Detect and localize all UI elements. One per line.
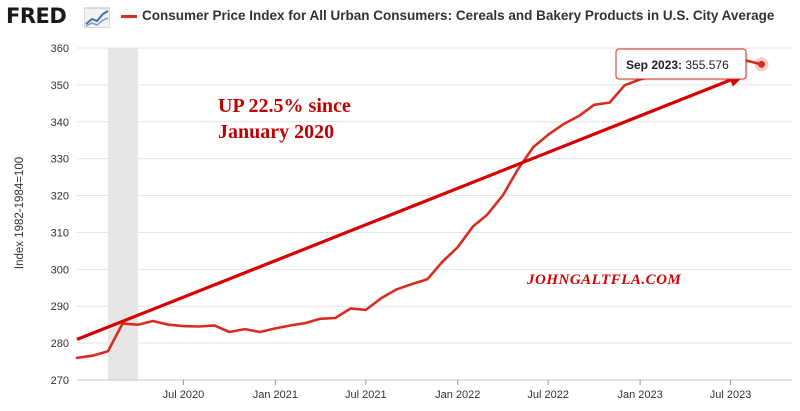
y-axis-label: Index 1982-1984=100	[14, 157, 26, 269]
legend-series-title[interactable]: Consumer Price Index for All Urban Consu…	[142, 8, 775, 23]
chart-header: FRED Consumer Price Index for All Urban …	[0, 0, 800, 36]
y-tick-label: 290	[51, 301, 69, 313]
x-tick-label: Jan 2022	[435, 389, 480, 401]
overlay-arrow	[76, 73, 747, 341]
y-tick-label: 350	[51, 80, 69, 92]
annotation-watermark: JOHNGALTFLA.COM	[526, 272, 681, 288]
y-tick-label: 330	[51, 154, 69, 166]
y-tick-label: 310	[51, 227, 69, 239]
hover-tooltip: Sep 2023: 355.576	[615, 48, 769, 81]
tooltip-date-label: Sep 2023:	[626, 58, 685, 72]
y-tick-label: 340	[51, 117, 69, 129]
series-layer	[75, 59, 763, 360]
fred-logo[interactable]: FRED	[6, 4, 67, 28]
annotation-up-line-1: UP 22.5% since	[218, 95, 351, 117]
tooltip-value: 355.576	[685, 58, 729, 72]
tooltip-text: Sep 2023: 355.576	[626, 58, 729, 72]
y-tick-label: 280	[51, 338, 69, 350]
series-line	[75, 59, 763, 360]
fred-logo-chart-icon	[84, 7, 110, 28]
axes: 270 280 290 300 310 320 330 340 350 360 Jul 2020 Ja…	[51, 43, 792, 401]
legend-swatch	[121, 15, 137, 18]
tooltip-point	[758, 60, 766, 68]
x-tick-label: Jul 2022	[527, 389, 569, 401]
y-tick-label: 300	[51, 264, 69, 276]
x-tick-label: Jul 2023	[710, 389, 752, 401]
arrow-shaft	[76, 78, 731, 341]
y-tick-label: 360	[51, 43, 69, 55]
recession-band	[107, 48, 138, 380]
annotation-up-line-2: January 2020	[218, 121, 334, 143]
x-tick-label: Jan 2023	[617, 389, 662, 401]
recession-shading	[107, 48, 138, 380]
tooltip-box	[615, 48, 747, 80]
annotations: UP 22.5% since January 2020 JOHNGALTFLA.…	[218, 95, 681, 288]
y-tick-label: 320	[51, 191, 69, 203]
x-tick-label: Jan 2021	[253, 389, 298, 401]
x-tick-label: Jul 2021	[345, 389, 387, 401]
y-tick-label: 270	[51, 375, 69, 387]
x-tick-label: Jul 2020	[163, 389, 205, 401]
